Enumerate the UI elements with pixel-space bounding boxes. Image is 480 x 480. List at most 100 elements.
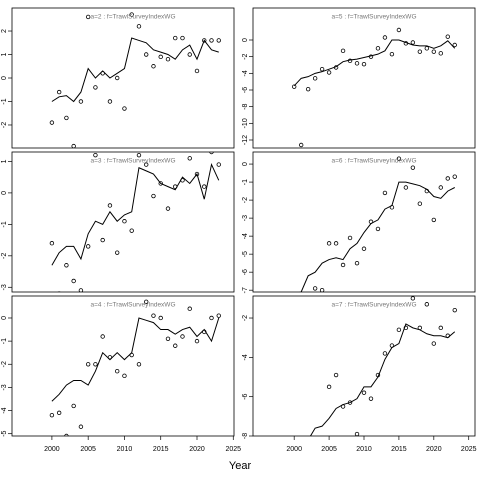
panel: a=2 : f=TrawlSurveyIndexWG -2 -1 0 1 2 xyxy=(1,7,235,149)
panel: a=4 : f=TrawlSurveyIndexWG -5 -4 -3 -2 -1 0 200… xyxy=(1,295,241,453)
x-tick-label: 2025 xyxy=(461,446,477,453)
observed-point xyxy=(319,66,325,72)
observed-point xyxy=(438,51,443,56)
observed-point xyxy=(64,115,69,121)
observed-point xyxy=(361,61,367,67)
x-tick-label: 2015 xyxy=(391,446,407,453)
y-tick-label: 0 xyxy=(1,76,8,80)
observed-point xyxy=(173,343,178,348)
fitted-line xyxy=(51,163,220,266)
fitted-line xyxy=(51,317,220,402)
plot-area xyxy=(299,156,457,292)
observed-point xyxy=(78,288,84,292)
y-tick-label: -2 xyxy=(1,122,8,128)
x-tick-label: 2000 xyxy=(286,446,302,453)
y-tick-label: -1 xyxy=(1,98,8,104)
observed-point xyxy=(136,152,142,158)
observed-point xyxy=(291,84,297,89)
observed-point xyxy=(312,76,318,81)
observed-point xyxy=(158,181,163,186)
y-tick-label: -10 xyxy=(242,118,249,128)
y-tick-label: -3 xyxy=(1,284,8,290)
observed-point xyxy=(187,306,192,311)
observed-point xyxy=(85,14,91,20)
x-tick-label: 2010 xyxy=(117,446,133,453)
x-tick-label: 2005 xyxy=(80,446,96,453)
observed-point xyxy=(333,241,339,246)
observed-point xyxy=(194,68,200,74)
observed-point xyxy=(165,206,171,211)
observed-point xyxy=(187,156,192,161)
y-tick-label: 2 xyxy=(1,29,8,33)
observed-point xyxy=(107,203,113,208)
observed-point xyxy=(312,286,318,291)
panel-frame xyxy=(11,295,235,437)
observed-point xyxy=(452,174,457,179)
observed-point xyxy=(93,362,98,367)
observed-point xyxy=(151,64,156,69)
observed-point xyxy=(151,193,156,199)
panel-frame xyxy=(252,7,476,149)
observed-point xyxy=(100,237,105,243)
observed-point xyxy=(445,34,450,39)
observed-point xyxy=(180,334,185,339)
observed-point xyxy=(410,165,416,170)
panel-frame xyxy=(11,151,235,293)
y-tick-label: -3 xyxy=(1,384,8,390)
observed-point xyxy=(361,390,367,395)
y-tick-label: -6 xyxy=(242,393,249,399)
y-tick-label: 0 xyxy=(242,162,249,166)
x-tick-label: 2025 xyxy=(225,446,241,453)
observed-point xyxy=(396,156,402,161)
observed-point xyxy=(375,226,381,232)
observed-point xyxy=(180,35,185,41)
panel-frame xyxy=(252,295,476,437)
observed-point xyxy=(114,75,120,81)
y-tick-label: -4 xyxy=(1,407,8,413)
panel: a=3 : f=TrawlSurveyIndexWG -3 -2 -1 0 1 xyxy=(1,151,235,293)
observed-point xyxy=(305,86,311,92)
observed-point xyxy=(144,52,149,57)
observed-point xyxy=(114,250,120,255)
observed-point xyxy=(151,313,156,318)
y-tick-label: -6 xyxy=(242,269,249,275)
observed-point xyxy=(71,403,76,409)
panel-title: a=5 : f=TrawlSurveyIndexWG xyxy=(331,14,416,21)
observed-point xyxy=(396,327,402,333)
y-tick-label: 0 xyxy=(242,38,249,42)
observed-point xyxy=(298,142,304,148)
observed-point xyxy=(49,241,55,246)
observed-point xyxy=(424,46,430,51)
y-tick-label: -2 xyxy=(1,253,8,259)
observed-point xyxy=(431,341,437,346)
y-tick-label: -8 xyxy=(242,433,249,439)
observed-point xyxy=(417,49,423,54)
x-tick-label: 2010 xyxy=(356,446,372,453)
observed-point xyxy=(144,299,149,304)
y-tick-label: 0 xyxy=(1,191,8,195)
observed-point xyxy=(114,369,120,374)
observed-point xyxy=(136,24,142,29)
observed-point xyxy=(347,235,353,241)
observed-point xyxy=(410,296,416,301)
y-tick-label: -2 xyxy=(1,361,8,367)
fitted-line xyxy=(51,37,219,103)
observed-point xyxy=(209,152,214,155)
observed-point xyxy=(56,89,62,95)
observed-point xyxy=(173,35,178,41)
y-tick-label: -1 xyxy=(1,338,8,344)
y-tick-label: -2 xyxy=(242,315,249,321)
panel-title: a=6 : f=TrawlSurveyIndexWG xyxy=(331,158,416,165)
plot-area xyxy=(309,296,457,436)
y-tick-label: -8 xyxy=(242,103,249,109)
observed-point xyxy=(216,313,221,318)
observed-point xyxy=(431,49,437,54)
observed-point xyxy=(129,12,134,17)
y-tick-label: -4 xyxy=(242,233,249,239)
observed-point xyxy=(56,410,62,416)
y-tick-label: -3 xyxy=(242,215,249,221)
plot-area xyxy=(49,299,221,436)
y-tick-label: -2 xyxy=(242,53,249,59)
observed-point xyxy=(194,338,200,344)
x-tick-label: 2020 xyxy=(426,446,442,453)
